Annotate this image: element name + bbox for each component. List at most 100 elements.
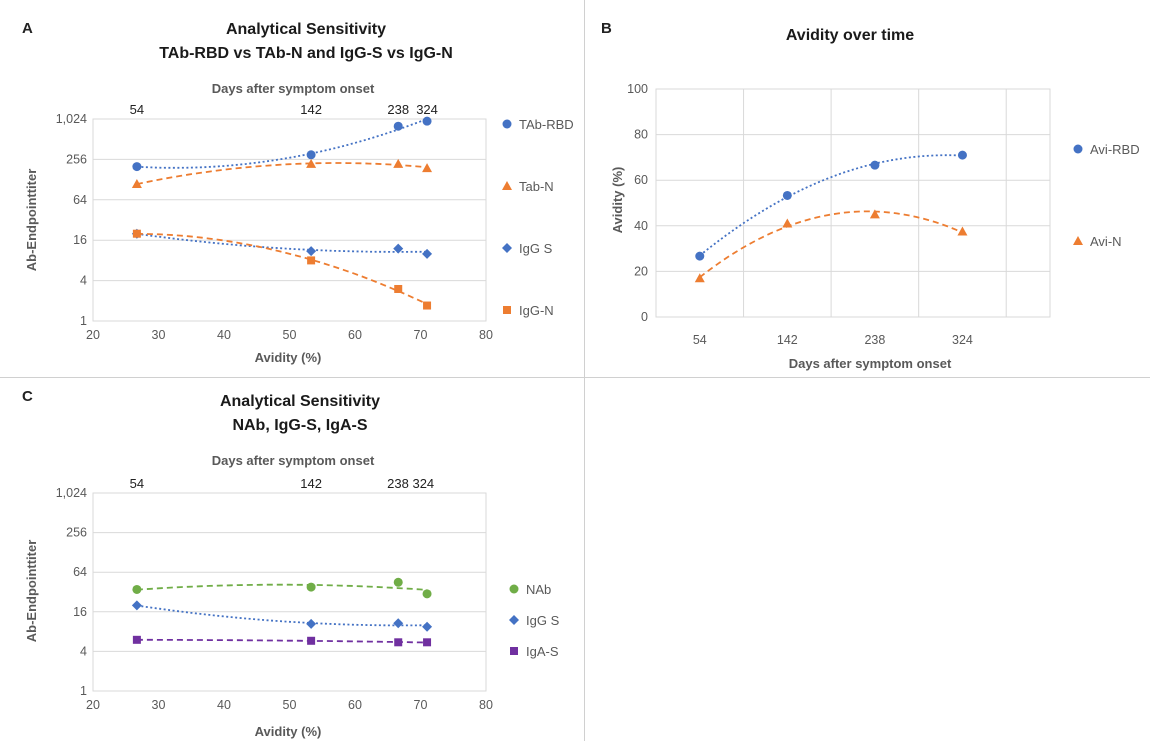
panel-divider-horizontal xyxy=(0,377,1150,378)
chart-a-top-tick-label: 142 xyxy=(300,102,322,117)
chart-c-point xyxy=(394,638,403,647)
chart-a-legend-marker xyxy=(502,181,512,190)
chart-c-title-line1: Analytical Sensitivity xyxy=(220,393,380,410)
chart-b-xlabel: Days after symptom onset xyxy=(789,356,952,371)
chart-a-legend-label: IgG S xyxy=(519,241,553,256)
chart-a-ytick-label: 4 xyxy=(80,274,87,288)
chart-c-ytick-label: 256 xyxy=(66,526,87,540)
chart-a-trendline-1 xyxy=(136,162,428,185)
chart-b-xtick-label: 142 xyxy=(777,333,798,347)
chart-c-point xyxy=(423,638,432,647)
chart-b-point xyxy=(870,160,880,170)
chart-b-legend-marker xyxy=(1073,236,1083,245)
chart-c-xtick-label: 40 xyxy=(217,698,231,712)
chart-b-legend-label: Avi-N xyxy=(1090,234,1122,249)
chart-b-point xyxy=(957,226,968,236)
chart-c-ytick-label: 64 xyxy=(73,565,87,579)
chart-a-ytick-label: 64 xyxy=(73,193,87,207)
chart-a-ytick-label: 16 xyxy=(73,233,87,247)
chart-a-point xyxy=(307,256,316,265)
chart-a-point xyxy=(422,116,432,126)
chart-a-xlabel: Avidity (%) xyxy=(255,350,322,365)
chart-c-point xyxy=(306,582,316,592)
chart-a-point xyxy=(422,248,433,259)
chart-a-point xyxy=(393,121,403,131)
chart-c-legend-label: NAb xyxy=(526,582,551,597)
chart-c-legend-marker xyxy=(510,647,518,655)
chart-b-ytick-label: 20 xyxy=(634,264,648,278)
chart-c-xtick-label: 80 xyxy=(479,698,493,712)
chart-b-legend-label: Avi-RBD xyxy=(1090,142,1140,157)
chart-b-ytick-label: 80 xyxy=(634,128,648,142)
chart-a-point xyxy=(306,158,317,168)
chart-a-ytick-label: 1 xyxy=(80,314,87,328)
chart-c-top-axis-title: Days after symptom onset xyxy=(212,453,375,468)
chart-c-point xyxy=(422,621,433,632)
chart-a-trendline-0 xyxy=(136,118,428,169)
chart-a-point xyxy=(394,284,403,293)
chart-c-legend-marker xyxy=(509,615,519,625)
chart-a-point xyxy=(132,162,142,172)
chart-a-point xyxy=(306,150,316,160)
chart-b-point xyxy=(695,251,705,261)
panel-label-b: B xyxy=(601,20,612,37)
chart-a-legend-marker xyxy=(503,306,511,314)
chart-c-xtick-label: 30 xyxy=(152,698,166,712)
chart-a-point xyxy=(132,229,141,238)
chart-b-trendline-0 xyxy=(699,154,963,257)
chart-b-point xyxy=(782,190,792,200)
chart-a-title-line2: TAb-RBD vs TAb-N and IgG-S vs IgG-N xyxy=(159,45,453,62)
chart-a-legend-label: TAb-RBD xyxy=(519,117,574,132)
chart-b-title: Avidity over time xyxy=(786,27,914,44)
chart-a-point xyxy=(422,163,433,173)
chart-b-plot-frame xyxy=(655,88,1051,318)
chart-c-point xyxy=(422,589,432,599)
chart-c-xlabel: Avidity (%) xyxy=(255,724,322,739)
chart-a-ytick-label: 256 xyxy=(66,152,87,166)
chart-c-xtick-label: 50 xyxy=(283,698,297,712)
chart-b-point xyxy=(782,218,793,228)
chart-a-xtick-label: 20 xyxy=(86,328,100,342)
chart-b-ytick-label: 0 xyxy=(641,310,648,324)
chart-c-title-line2: NAb, IgG-S, IgA-S xyxy=(232,417,367,434)
chart-c-top-tick-label: 142 xyxy=(300,476,322,491)
chart-c-point xyxy=(307,636,316,645)
chart-b-ytick-label: 40 xyxy=(634,219,648,233)
chart-a-point xyxy=(393,158,404,168)
chart-c: Analytical Sensitivity NAb, IgG-S, IgA-S… xyxy=(24,393,560,739)
chart-c-xtick-label: 20 xyxy=(86,698,100,712)
chart-c-legend-label: IgG S xyxy=(526,613,560,628)
chart-a-ylabel: Ab-Endpointtiter xyxy=(24,169,39,272)
chart-a-legend-marker xyxy=(502,119,512,129)
chart-c-ylabel: Ab-Endpointtiter xyxy=(24,540,39,643)
chart-c-ytick-label: 4 xyxy=(80,644,87,658)
chart-a: Analytical Sensitivity TAb-RBD vs TAb-N … xyxy=(24,21,574,365)
chart-b-point xyxy=(694,273,705,283)
panel-label-c: C xyxy=(22,388,33,405)
chart-a-point xyxy=(393,243,404,254)
chart-c-ytick-label: 1 xyxy=(80,684,87,698)
chart-a-top-axis-title: Days after symptom onset xyxy=(212,81,375,96)
chart-c-legend-marker xyxy=(509,584,519,594)
chart-a-trendline-3 xyxy=(136,232,428,305)
chart-c-top-tick-label: 238 324 xyxy=(387,476,434,491)
panel-c: C Analytical Sensitivity NAb, IgG-S, IgA… xyxy=(0,378,584,741)
chart-a-xtick-label: 50 xyxy=(283,328,297,342)
chart-a-top-tick-label: 54 xyxy=(130,102,144,117)
panel-divider-vertical xyxy=(584,0,585,741)
chart-c-point xyxy=(132,584,142,594)
chart-a-point xyxy=(306,246,317,257)
chart-a-top-tick-label: 324 xyxy=(416,102,438,117)
chart-a-point xyxy=(423,301,432,310)
chart-b-legend-marker xyxy=(1073,144,1083,154)
chart-a-legend-label: IgG-N xyxy=(519,303,554,318)
chart-a-xtick-label: 70 xyxy=(414,328,428,342)
chart-a-xtick-label: 40 xyxy=(217,328,231,342)
chart-c-ytick-label: 16 xyxy=(73,605,87,619)
chart-b-trendline-1 xyxy=(699,210,963,279)
chart-c-xtick-label: 60 xyxy=(348,698,362,712)
chart-a-point xyxy=(131,179,142,189)
chart-b-ylabel: Avidity (%) xyxy=(610,167,625,234)
chart-b-xtick-label: 54 xyxy=(693,333,707,347)
chart-b-ytick-label: 100 xyxy=(627,82,648,96)
